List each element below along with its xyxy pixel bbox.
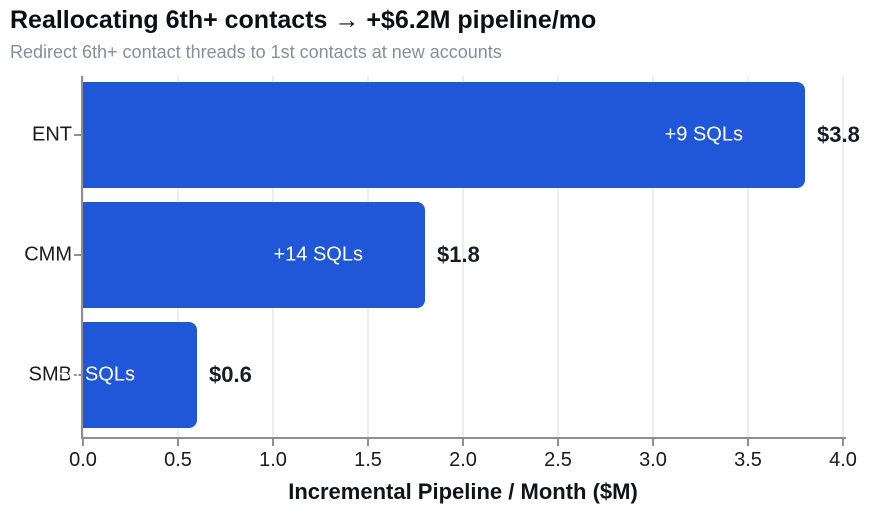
- gridline-4.0: [842, 76, 844, 437]
- x-axis-line: [81, 437, 846, 439]
- value-label-cmm: $1.8: [437, 242, 480, 267]
- value-label-smb: $0.6: [209, 362, 252, 387]
- x-tick-label-3.5: 3.5: [734, 449, 762, 471]
- x-tick-label-4.0: 4.0: [829, 449, 857, 471]
- value-label-ent: $3.8: [817, 122, 860, 147]
- bar-sql-label-cmm: +14 SQLs: [273, 243, 363, 266]
- gridline-3.0: [652, 76, 654, 437]
- y-tick-smb: [74, 374, 82, 376]
- x-tick-3.5: [747, 439, 749, 446]
- chart-subtitle: Redirect 6th+ contact threads to 1st con…: [10, 42, 502, 62]
- gridline-3.5: [747, 76, 749, 437]
- x-tick-2.5: [557, 439, 559, 446]
- x-tick-4.0: [842, 439, 844, 446]
- x-tick-2.0: [462, 439, 464, 446]
- x-tick-label-2.5: 2.5: [544, 449, 572, 471]
- x-tick-label-0.0: 0.0: [69, 449, 97, 471]
- y-tick-ent: [74, 134, 82, 136]
- x-tick-label-1.5: 1.5: [354, 449, 382, 471]
- x-tick-3.0: [652, 439, 654, 446]
- bar-sql-label-ent: +9 SQLs: [664, 123, 743, 146]
- bar-smb: [83, 322, 197, 428]
- x-tick-1.0: [272, 439, 274, 446]
- gridline-2.5: [557, 76, 559, 437]
- bar-cmm: [83, 202, 425, 308]
- category-label-ent: ENT: [32, 123, 72, 146]
- x-tick-0.5: [177, 439, 179, 446]
- chart-title: Reallocating 6th+ contacts → +$6.2M pipe…: [10, 6, 597, 34]
- y-tick-cmm: [74, 254, 82, 256]
- gridline-2.0: [462, 76, 464, 437]
- x-tick-label-0.5: 0.5: [164, 449, 192, 471]
- category-label-cmm: CMM: [24, 243, 72, 266]
- x-tick-label-3.0: 3.0: [639, 449, 667, 471]
- x-tick-1.5: [367, 439, 369, 446]
- y-axis-line: [81, 76, 83, 439]
- x-tick-label-2.0: 2.0: [449, 449, 477, 471]
- x-axis-title: Incremental Pipeline / Month ($M): [288, 479, 638, 504]
- bar-sql-label-smb: +6 SQLs: [56, 363, 135, 386]
- bar-ent: [83, 82, 805, 188]
- x-tick-label-1.0: 1.0: [259, 449, 287, 471]
- x-tick-0.0: [82, 439, 84, 446]
- category-label-smb: SMB: [28, 363, 72, 386]
